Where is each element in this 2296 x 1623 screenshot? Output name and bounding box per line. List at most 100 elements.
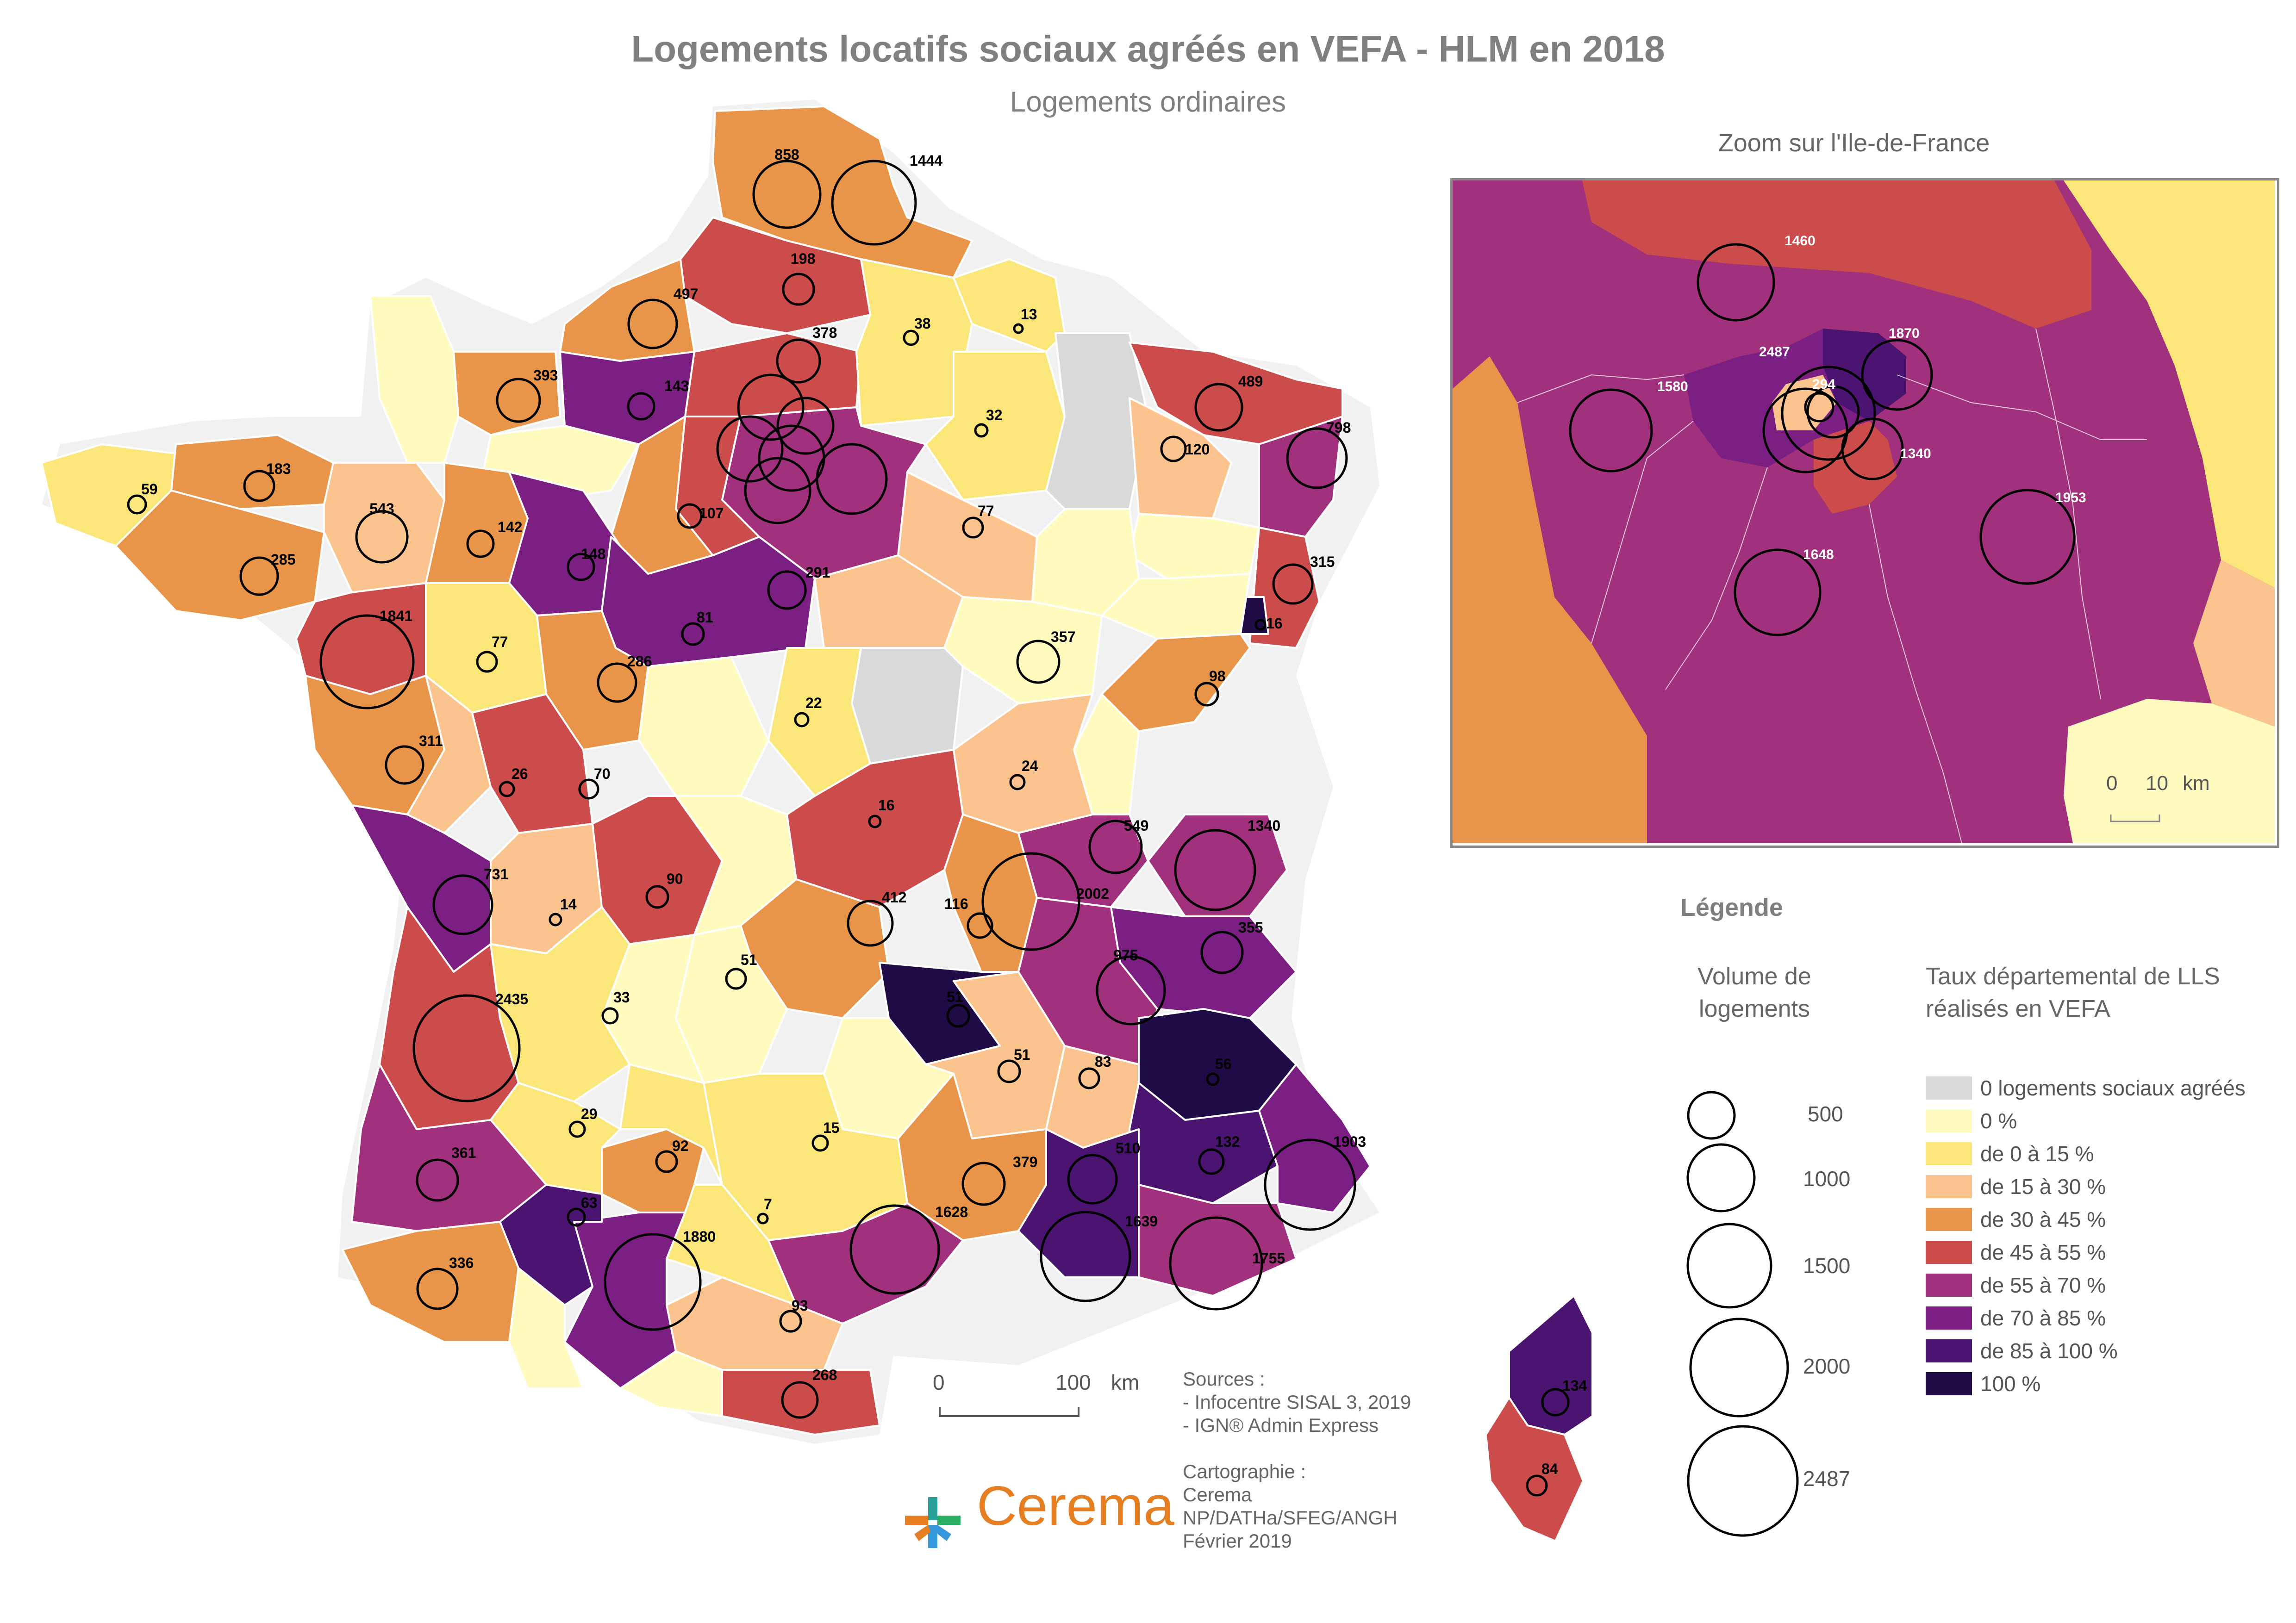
legend-classes: 0 logements sociaux agréés 0 % de 0 à 15 %… bbox=[1926, 1071, 2246, 1400]
svg-text:16: 16 bbox=[1266, 615, 1283, 632]
svg-text:183: 183 bbox=[266, 460, 291, 477]
svg-text:51: 51 bbox=[1014, 1046, 1030, 1063]
legend-swatch bbox=[1926, 1109, 1972, 1132]
zoom-circles bbox=[1569, 243, 2076, 636]
zoom-scale-bar bbox=[2110, 815, 2160, 822]
legend-title: Légende bbox=[1680, 894, 1784, 921]
svg-text:148: 148 bbox=[581, 546, 605, 562]
svg-text:77: 77 bbox=[978, 503, 994, 519]
svg-text:29: 29 bbox=[581, 1106, 598, 1122]
svg-text:975: 975 bbox=[1113, 947, 1138, 964]
svg-text:198: 198 bbox=[791, 250, 815, 267]
cerema-logo-text: Cerema bbox=[977, 1475, 1174, 1537]
svg-text:412: 412 bbox=[882, 889, 906, 906]
legend-swatch bbox=[1926, 1142, 1972, 1165]
legend-class-label: de 30 à 45 % bbox=[1980, 1207, 2106, 1231]
svg-text:1953: 1953 bbox=[2055, 490, 2086, 505]
svg-text:731: 731 bbox=[484, 866, 508, 883]
svg-text:70: 70 bbox=[594, 765, 611, 782]
svg-text:116: 116 bbox=[944, 895, 968, 912]
volume-circles bbox=[127, 160, 1570, 1497]
scale-zero: 0 bbox=[933, 1370, 945, 1394]
svg-text:1755: 1755 bbox=[1252, 1250, 1285, 1267]
legend-class-row: 100 % bbox=[1926, 1367, 2246, 1400]
legend-class-label: de 45 à 55 % bbox=[1980, 1240, 2106, 1264]
legend-volume-label: 2487 bbox=[1803, 1467, 1851, 1491]
svg-text:107: 107 bbox=[699, 505, 724, 522]
legend-volume-label: 1500 bbox=[1803, 1254, 1851, 1278]
legend-swatch bbox=[1926, 1339, 1972, 1362]
scale-unit: km bbox=[1111, 1370, 1140, 1394]
legend-class-label: de 0 à 15 % bbox=[1980, 1141, 2094, 1166]
svg-text:14: 14 bbox=[560, 896, 577, 913]
legend-class-row: de 15 à 30 % bbox=[1926, 1170, 2246, 1203]
svg-text:84: 84 bbox=[1541, 1461, 1558, 1477]
svg-text:59: 59 bbox=[141, 481, 158, 497]
legend-volume-title: Volume de logements bbox=[1697, 963, 1811, 1022]
svg-text:286: 286 bbox=[627, 653, 652, 670]
zoom-scale-unit: km bbox=[2183, 772, 2210, 795]
svg-text:13: 13 bbox=[1021, 306, 1037, 323]
svg-text:291: 291 bbox=[805, 564, 830, 581]
legend-class-row: de 30 à 45 % bbox=[1926, 1203, 2246, 1236]
svg-text:7: 7 bbox=[764, 1196, 772, 1213]
svg-text:1841: 1841 bbox=[380, 608, 412, 624]
svg-text:93: 93 bbox=[792, 1297, 808, 1314]
svg-text:497: 497 bbox=[674, 286, 698, 302]
legend-class-label: de 15 à 30 % bbox=[1980, 1174, 2106, 1199]
svg-text:98: 98 bbox=[1209, 668, 1226, 684]
svg-text:2002: 2002 bbox=[1076, 885, 1109, 902]
svg-text:32: 32 bbox=[986, 407, 1003, 423]
svg-text:24: 24 bbox=[1022, 758, 1038, 774]
svg-text:33: 33 bbox=[613, 989, 630, 1006]
legend-class-label: de 55 à 70 % bbox=[1980, 1273, 2106, 1297]
svg-text:142: 142 bbox=[498, 519, 522, 535]
svg-text:1639: 1639 bbox=[1125, 1213, 1158, 1230]
svg-text:1903: 1903 bbox=[1333, 1133, 1366, 1150]
legend-swatch bbox=[1926, 1306, 1972, 1330]
legend-swatch bbox=[1926, 1207, 1972, 1231]
svg-text:315: 315 bbox=[1310, 553, 1335, 570]
legend-volume-label: 1000 bbox=[1803, 1167, 1851, 1191]
scale-bar bbox=[939, 1407, 1079, 1417]
svg-text:120: 120 bbox=[1185, 441, 1210, 458]
svg-text:285: 285 bbox=[271, 551, 295, 568]
map-subtitle: Logements ordinaires bbox=[1010, 86, 1286, 118]
svg-text:38: 38 bbox=[914, 315, 931, 332]
svg-text:858: 858 bbox=[774, 146, 799, 163]
legend-class-row: de 0 à 15 % bbox=[1926, 1137, 2246, 1170]
svg-text:798: 798 bbox=[1326, 419, 1351, 436]
legend-class-label: de 70 à 85 % bbox=[1980, 1306, 2106, 1330]
departments bbox=[41, 106, 1593, 1542]
svg-text:549: 549 bbox=[1124, 817, 1148, 834]
legend-class-label: 0 logements sociaux agréés bbox=[1980, 1076, 2246, 1100]
legend-class-row: de 45 à 55 % bbox=[1926, 1236, 2246, 1269]
svg-text:51: 51 bbox=[947, 989, 963, 1005]
svg-text:379: 379 bbox=[1013, 1154, 1037, 1170]
svg-text:355: 355 bbox=[1238, 919, 1263, 936]
legend-rate-title: Taux départemental de LLS réalisés en VE… bbox=[1926, 963, 2220, 1022]
zoom-value-labels: 1460 2487 1870 294 1580 1340 1953 1648 bbox=[1657, 233, 2086, 562]
svg-text:336: 336 bbox=[449, 1255, 474, 1271]
legend-class-row: de 70 à 85 % bbox=[1926, 1301, 2246, 1334]
svg-text:1444: 1444 bbox=[910, 152, 942, 169]
svg-text:143: 143 bbox=[664, 378, 689, 394]
legend-volume-label: 500 bbox=[1808, 1102, 1843, 1126]
legend-class-row: 0 logements sociaux agréés bbox=[1926, 1071, 2246, 1104]
svg-text:63: 63 bbox=[581, 1194, 598, 1211]
svg-text:393: 393 bbox=[533, 367, 558, 384]
legend-class-label: de 85 à 100 % bbox=[1980, 1338, 2118, 1363]
zoom-frame bbox=[1450, 178, 2279, 848]
svg-text:22: 22 bbox=[805, 695, 822, 711]
svg-text:90: 90 bbox=[667, 871, 683, 887]
svg-text:132: 132 bbox=[1215, 1133, 1240, 1150]
legend-swatch bbox=[1926, 1175, 1972, 1198]
zoom-scale-value: 10 bbox=[2146, 772, 2168, 795]
svg-text:134: 134 bbox=[1562, 1377, 1587, 1394]
svg-text:2435: 2435 bbox=[495, 991, 528, 1007]
svg-text:1580: 1580 bbox=[1657, 379, 1688, 394]
legend-volume-circles bbox=[1686, 1091, 1799, 1537]
sources-text: Sources : - Infocentre SISAL 3, 2019 - I… bbox=[1183, 1368, 1411, 1552]
svg-text:361: 361 bbox=[451, 1144, 476, 1161]
